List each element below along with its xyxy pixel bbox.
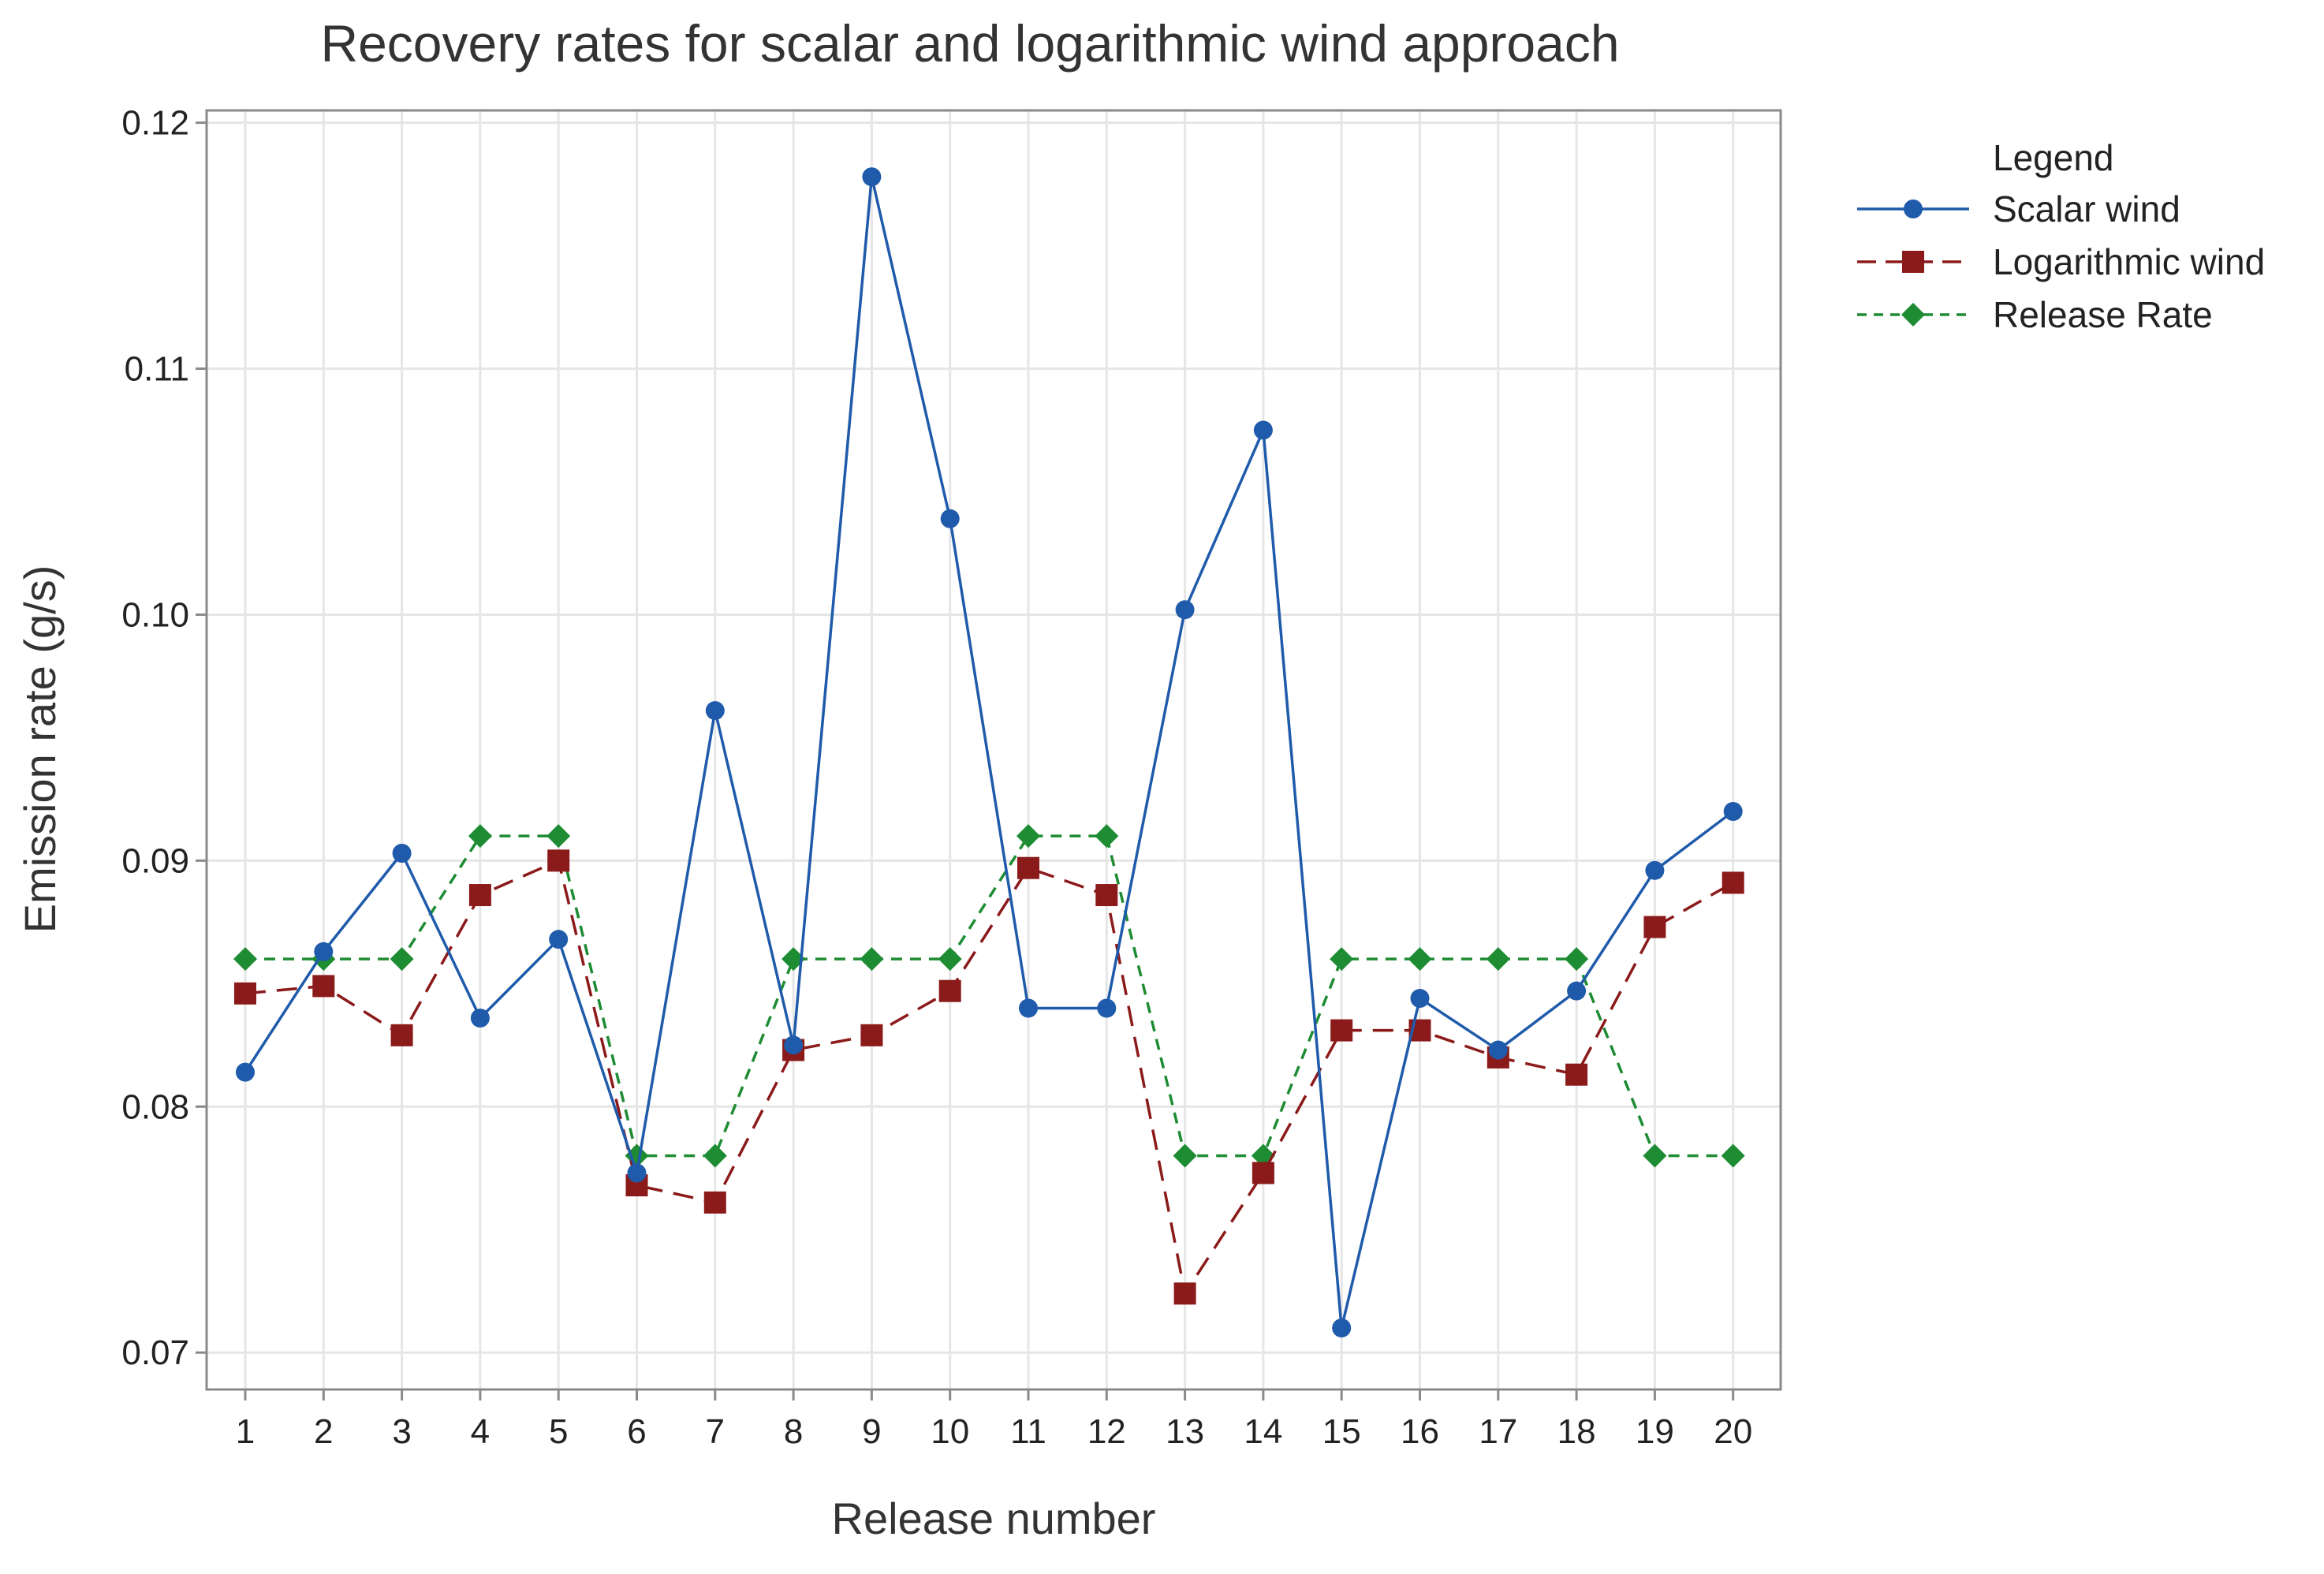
data-point-scalar-wind bbox=[1723, 801, 1743, 821]
data-point-logarithmic-wind bbox=[1330, 1019, 1353, 1042]
data-point-logarithmic-wind bbox=[1095, 884, 1118, 907]
data-point-scalar-wind bbox=[314, 942, 334, 961]
x-tick-label: 15 bbox=[1322, 1412, 1361, 1451]
plot-area: 0.070.080.090.100.110.121 2 3 4 5 6 7 8 9 10 11 12 1… bbox=[121, 104, 1782, 1451]
y-tick-label: 0.12 bbox=[121, 104, 189, 143]
series-line-scalar-wind bbox=[244, 175, 1734, 1330]
y-tick-label: 0.08 bbox=[121, 1087, 189, 1126]
data-point-release-rate bbox=[1173, 1143, 1197, 1168]
data-point-release-rate bbox=[390, 947, 414, 972]
y-tick-label: 0.11 bbox=[125, 350, 189, 389]
data-point-scalar-wind bbox=[705, 701, 725, 721]
data-point-release-rate bbox=[1330, 947, 1354, 972]
x-tick-label: 5 bbox=[549, 1412, 568, 1451]
x-tick-label: 6 bbox=[627, 1412, 646, 1451]
plot-frame bbox=[205, 109, 1782, 1391]
x-tick-label: 16 bbox=[1401, 1412, 1439, 1451]
data-point-release-rate bbox=[1721, 1143, 1745, 1168]
data-point-release-rate bbox=[233, 947, 257, 972]
x-tick-label: 10 bbox=[931, 1412, 969, 1451]
data-point-release-rate bbox=[1643, 1143, 1667, 1168]
data-point-logarithmic-wind bbox=[860, 1024, 883, 1046]
chart-title: Recovery rates for scalar and logarithmi… bbox=[320, 14, 1619, 73]
legend-title: Legend bbox=[1993, 137, 2114, 178]
data-point-release-rate bbox=[468, 824, 492, 849]
x-tick-label: 19 bbox=[1636, 1412, 1674, 1451]
data-point-scalar-wind bbox=[1253, 420, 1273, 440]
x-tick-label: 12 bbox=[1087, 1412, 1126, 1451]
data-point-scalar-wind bbox=[1175, 600, 1195, 620]
x-tick-label: 7 bbox=[706, 1412, 725, 1451]
x-tick-label: 8 bbox=[784, 1412, 803, 1451]
x-tick-label: 4 bbox=[471, 1412, 490, 1451]
data-point-scalar-wind bbox=[1567, 981, 1587, 1001]
data-point-release-rate bbox=[1408, 947, 1432, 972]
data-point-scalar-wind bbox=[1019, 998, 1038, 1018]
x-tick-label: 9 bbox=[862, 1412, 881, 1451]
data-point-scalar-wind bbox=[236, 1062, 255, 1082]
legend-marker-release-rate bbox=[1901, 303, 1925, 326]
series-line-release-rate bbox=[245, 834, 1733, 1158]
x-tick-label: 2 bbox=[314, 1412, 333, 1451]
data-point-logarithmic-wind bbox=[1252, 1162, 1274, 1184]
data-point-scalar-wind bbox=[1097, 998, 1117, 1018]
x-axis-label: Release number bbox=[832, 1494, 1156, 1543]
data-point-release-rate bbox=[938, 947, 962, 972]
data-point-logarithmic-wind bbox=[703, 1191, 726, 1214]
legend: Legend Scalar wind Logarithmic wind Releas… bbox=[1857, 137, 2265, 335]
x-tick-label: 1 bbox=[236, 1412, 255, 1451]
data-point-logarithmic-wind bbox=[1017, 856, 1039, 879]
x-tick-label: 13 bbox=[1166, 1412, 1204, 1451]
data-point-logarithmic-wind bbox=[1643, 916, 1666, 938]
x-tick-label: 11 bbox=[1010, 1412, 1046, 1451]
y-tick-label: 0.07 bbox=[121, 1333, 189, 1372]
data-point-release-rate bbox=[703, 1143, 727, 1168]
y-tick-label: 0.10 bbox=[121, 595, 189, 634]
data-point-release-rate bbox=[1565, 947, 1589, 972]
data-point-logarithmic-wind bbox=[234, 982, 256, 1005]
data-point-scalar-wind bbox=[470, 1008, 490, 1028]
data-point-release-rate bbox=[1017, 824, 1040, 849]
x-tick-label: 14 bbox=[1244, 1412, 1282, 1451]
data-point-release-rate bbox=[860, 947, 884, 972]
data-point-logarithmic-wind bbox=[1565, 1063, 1588, 1086]
data-point-logarithmic-wind bbox=[1173, 1282, 1196, 1305]
x-tick-label: 20 bbox=[1714, 1412, 1752, 1451]
data-point-logarithmic-wind bbox=[547, 849, 570, 872]
data-point-logarithmic-wind bbox=[312, 975, 335, 998]
data-point-release-rate bbox=[1486, 947, 1510, 972]
data-point-scalar-wind bbox=[1645, 860, 1665, 880]
x-tick-label: 17 bbox=[1479, 1412, 1517, 1451]
series-line-logarithmic-wind bbox=[244, 859, 1734, 1296]
data-point-scalar-wind bbox=[549, 930, 569, 949]
legend-marker-logarithmic-wind bbox=[1902, 251, 1924, 273]
data-point-logarithmic-wind bbox=[938, 979, 961, 1002]
legend-label-scalar-wind: Scalar wind bbox=[1993, 188, 2180, 229]
data-point-scalar-wind bbox=[940, 509, 960, 528]
data-point-scalar-wind bbox=[1410, 989, 1430, 1009]
data-point-release-rate bbox=[546, 824, 571, 849]
x-tick-label: 3 bbox=[392, 1412, 411, 1451]
data-point-logarithmic-wind bbox=[390, 1024, 413, 1046]
data-point-scalar-wind bbox=[862, 167, 882, 187]
data-point-scalar-wind bbox=[1332, 1319, 1352, 1338]
data-point-scalar-wind bbox=[1488, 1040, 1508, 1060]
data-point-scalar-wind bbox=[784, 1035, 804, 1055]
legend-label-release-rate: Release Rate bbox=[1993, 294, 2213, 335]
x-tick-label: 18 bbox=[1557, 1412, 1596, 1451]
plot-background bbox=[207, 110, 1781, 1389]
data-point-release-rate bbox=[1095, 824, 1119, 849]
data-point-logarithmic-wind bbox=[1722, 871, 1744, 894]
y-tick-label: 0.09 bbox=[121, 841, 189, 880]
legend-marker-scalar-wind bbox=[1904, 200, 1923, 218]
data-point-logarithmic-wind bbox=[468, 884, 491, 907]
data-point-scalar-wind bbox=[392, 844, 412, 863]
y-axis-label: Emission rate (g/s) bbox=[15, 565, 65, 934]
legend-label-logarithmic-wind: Logarithmic wind bbox=[1993, 241, 2265, 282]
data-point-scalar-wind bbox=[627, 1163, 647, 1183]
